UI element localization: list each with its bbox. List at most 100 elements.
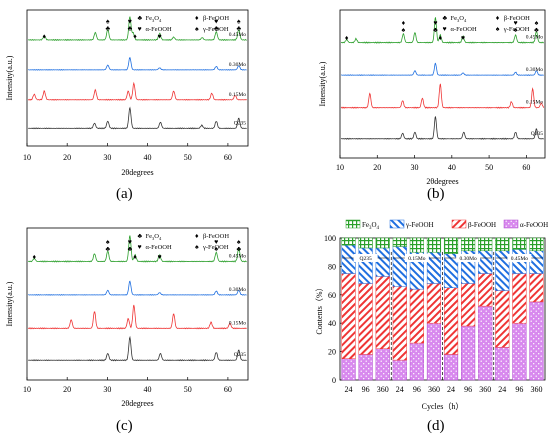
x-tick-label: 60: [522, 163, 530, 172]
x-axis-label: 2θdegrees: [426, 177, 458, 186]
x-tick-label: 50: [485, 163, 493, 172]
series-line-0.45Mo: [27, 16, 247, 42]
legend-label: Fe3O4: [146, 15, 162, 23]
legend-label: β-FeOOH: [468, 221, 496, 229]
legend-label: Fe3O4: [146, 233, 162, 241]
peak-marker: ♦: [345, 35, 349, 42]
x-tick-label: 24: [447, 385, 455, 394]
x-tick-label: 50: [184, 385, 192, 394]
x-tick-label: 30: [103, 385, 111, 394]
peak-marker: ♠: [106, 18, 110, 25]
peak-marker: ♠: [237, 18, 241, 25]
legend-label: γ-FeOOH: [202, 26, 229, 33]
bar-segment-Fe3O4: [443, 237, 459, 254]
peak-marker: ♥: [214, 239, 218, 246]
bar-segment-β-FeOOH: [409, 288, 424, 344]
legend-swatch: [451, 219, 467, 229]
bar-segment-α-FeOOH: [375, 348, 390, 381]
x-tick-label: 10: [23, 385, 31, 394]
bar-segment-β-FeOOH: [443, 287, 459, 355]
peak-marker: ♥: [513, 20, 517, 27]
group-label: 0.45Mo: [511, 256, 529, 262]
legend-label: γ-FeOOH: [503, 26, 530, 33]
legend-label: β-FeOOH: [203, 233, 229, 240]
x-tick-label: 60: [224, 153, 232, 162]
peak-marker: ♥: [461, 35, 465, 42]
legend-label: γ-FeOOH: [202, 244, 229, 251]
series-line-0.30Mo: [28, 56, 247, 71]
bar-segment-α-FeOOH: [409, 342, 424, 381]
bar-segment-β-FeOOH: [529, 273, 544, 303]
peak-marker: ♠: [237, 239, 241, 246]
legend-label: Fe3O4: [451, 15, 467, 23]
legend-symbol: ♦: [195, 15, 199, 22]
bar-segment-α-FeOOH: [478, 305, 493, 381]
x-tick-label: 24: [345, 385, 353, 394]
bar-segment-Fe3O4: [461, 237, 476, 252]
peak-marker: ♣: [236, 246, 241, 253]
bar-segment-α-FeOOH: [358, 354, 373, 381]
y-axis-label: Intensity(a.u.): [5, 55, 14, 100]
series-label-Q235: Q235: [531, 131, 543, 137]
legend-symbol: ♦: [195, 233, 199, 240]
x-axis-label: Cycles（h）: [422, 402, 464, 411]
plot-frame: [26, 9, 249, 147]
xrd-panel-b: 10 20 30 40 50 60 2θdegrees Intensity(a.u.) 0.45…: [318, 9, 546, 186]
bar-segment-β-FeOOH: [392, 286, 407, 361]
y-tick-label: 100: [324, 234, 336, 243]
legend-swatch: [345, 219, 361, 229]
peak-marker: ♣: [433, 27, 438, 34]
x-tick-label: 30: [411, 163, 419, 172]
peak-marker: ♥: [158, 33, 162, 40]
peak-marker: ♣: [534, 27, 539, 34]
bar-segment-β-FeOOH: [512, 273, 527, 324]
peak-marker: ♣: [128, 25, 133, 32]
x-tick-label: 96: [362, 385, 370, 394]
y-tick-label: 60: [328, 291, 336, 300]
x-tick-label: 96: [413, 385, 421, 394]
x-axis-label: 2θdegrees: [121, 168, 153, 177]
caption-a: (a): [116, 186, 133, 202]
group-label-bg: [353, 254, 378, 262]
group-label: 0.15Mo: [408, 256, 426, 262]
peak-marker: ♣: [236, 25, 241, 32]
peak-marker: ♦: [42, 33, 46, 40]
legend-symbol: ♠: [195, 244, 199, 251]
y-tick-label: 0: [332, 376, 336, 385]
legend-symbol: ♣: [443, 15, 448, 22]
legend-symbol: ♣: [138, 15, 143, 22]
bar-segment-β-FeOOH: [375, 276, 390, 350]
x-tick-label: 24: [396, 385, 404, 394]
bar-segment-Fe3O4: [409, 237, 424, 253]
legend-symbol: ♥: [443, 26, 447, 33]
plot-frame: [26, 227, 249, 381]
series-label-0.45Mo: 0.45Mo: [229, 253, 247, 259]
bar-segment-γ-FeOOH: [375, 247, 390, 277]
group-label: 0.30Mo: [459, 256, 477, 262]
series-line-0.15Mo: [27, 304, 247, 330]
x-tick-label: 20: [63, 385, 71, 394]
legend-symbol: ♥: [138, 244, 142, 251]
x-axis-label: 2θdegrees: [121, 399, 153, 408]
bar-segment-α-FeOOH: [495, 347, 510, 381]
legend-swatch: [389, 219, 405, 229]
bar-segment-Fe3O4: [478, 237, 493, 252]
series-line-Q235: [27, 106, 247, 130]
series-label-Q235: Q235: [234, 120, 246, 126]
series-line-Q235: [27, 335, 247, 362]
y-axis-label: Contents（%）: [315, 283, 324, 334]
series-line-0.30Mo: [340, 62, 544, 76]
bar-segment-Fe3O4: [375, 237, 390, 249]
legend-symbol: ♦: [496, 15, 500, 22]
bar-segment-α-FeOOH: [443, 354, 459, 381]
peak-marker: ♦: [133, 254, 137, 261]
x-tick-label: 60: [224, 385, 232, 394]
x-tick-label: 96: [515, 385, 523, 394]
group-label: Q235: [360, 256, 372, 262]
x-tick-label: 24: [498, 385, 506, 394]
peak-marker: ♠: [514, 27, 518, 34]
y-tick-label: 20: [328, 348, 336, 357]
series-label-0.30Mo: 0.30Mo: [229, 62, 247, 68]
bar-segment-α-FeOOH: [426, 322, 442, 381]
y-tick-label: 80: [328, 262, 336, 271]
